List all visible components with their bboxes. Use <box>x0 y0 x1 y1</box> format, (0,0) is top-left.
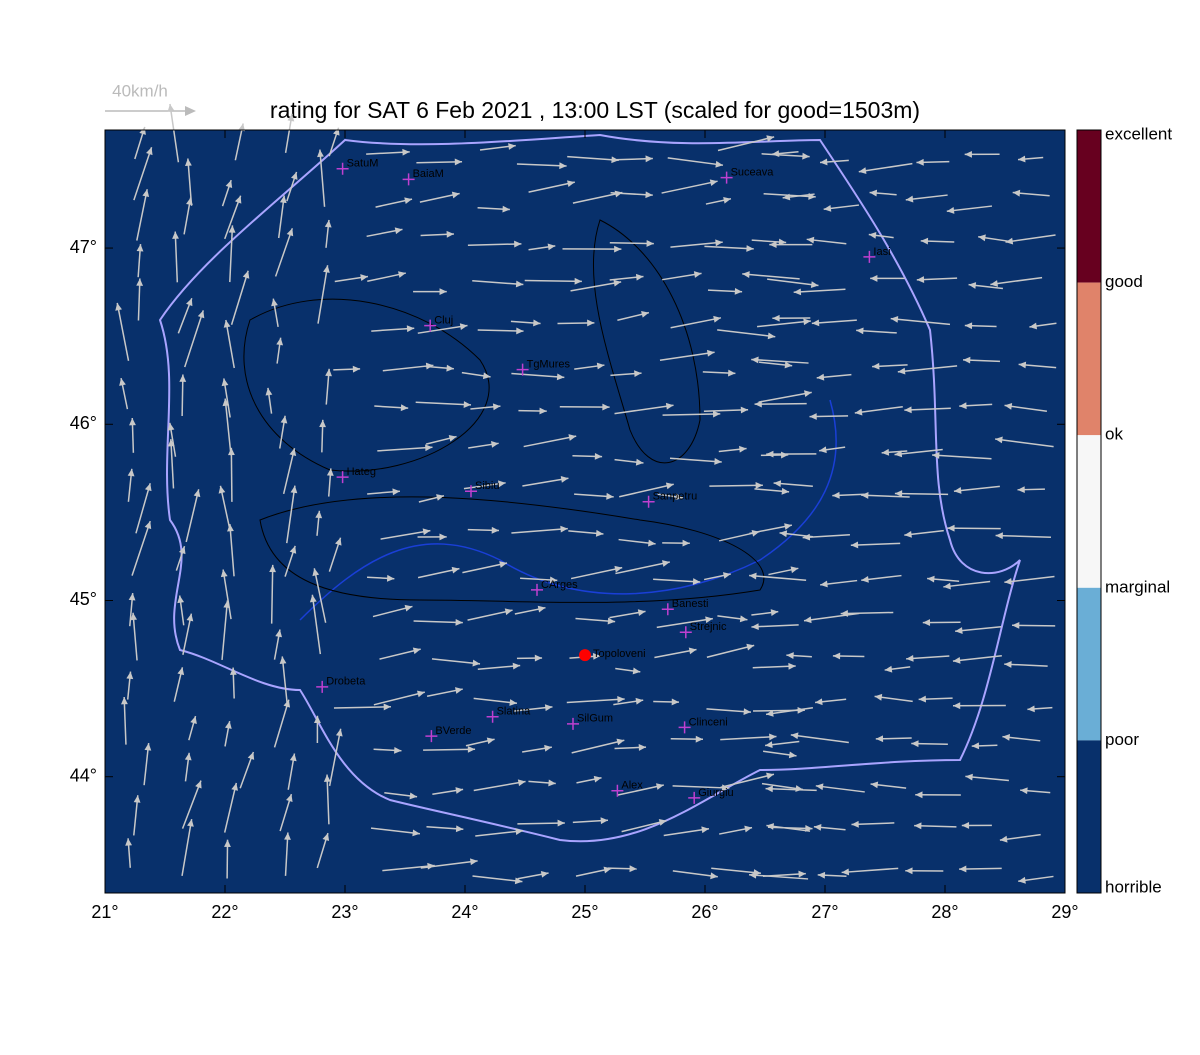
colorbar-segment <box>1077 130 1101 283</box>
wind-arrow <box>895 493 948 494</box>
city-label: Strejnic <box>690 621 727 633</box>
city-label: Clinceni <box>689 716 728 728</box>
wind-arrow <box>423 749 475 750</box>
site-marker <box>579 649 591 661</box>
colorbar-segment <box>1077 283 1101 436</box>
colorbar-segment <box>1077 740 1101 893</box>
colorbar-label: good <box>1105 272 1143 291</box>
city-label: Hateg <box>347 466 376 478</box>
city-label: SatuM <box>347 158 379 170</box>
x-tick-label: 21° <box>91 902 118 922</box>
city-label: Banesti <box>672 598 709 610</box>
city-label: Alex <box>621 780 643 792</box>
map-title: rating for SAT 6 Feb 2021 , 13:00 LST (s… <box>270 97 920 123</box>
city-label: BaiaM <box>413 168 444 180</box>
y-tick-label: 47° <box>70 237 97 257</box>
y-tick-label: 46° <box>70 413 97 433</box>
x-tick-label: 29° <box>1051 902 1078 922</box>
colorbar-label: poor <box>1105 730 1139 749</box>
colorbar: excellent good ok marginal poor horrible <box>1077 124 1172 896</box>
city-label: Cluj <box>434 315 453 327</box>
city-label: Suceava <box>731 166 775 178</box>
x-tick-label: 27° <box>811 902 838 922</box>
wind-arrow <box>525 280 582 281</box>
city-label: Sibiu <box>475 480 499 492</box>
wind-scale-arrowhead <box>185 106 196 116</box>
wind-arrow <box>231 448 232 502</box>
colorbar-label: marginal <box>1105 577 1170 596</box>
wind-arrow <box>755 404 807 405</box>
colorbar-label: ok <box>1105 425 1123 444</box>
x-tick-label: 26° <box>691 902 718 922</box>
city-label: Giurgiu <box>698 787 733 799</box>
site-label: Topoloveni <box>593 648 646 660</box>
city-label: Drobeta <box>326 676 366 688</box>
x-tick-label: 25° <box>571 902 598 922</box>
y-tick-label: 45° <box>70 589 97 609</box>
x-tick-label: 24° <box>451 902 478 922</box>
colorbar-label: horrible <box>1105 877 1162 896</box>
wind-arrow <box>272 565 273 624</box>
colorbar-segment <box>1077 435 1101 588</box>
city-label: CArges <box>541 579 578 591</box>
city-label: Iasi <box>873 246 890 258</box>
city-label: Slatina <box>497 706 532 718</box>
y-tick-label: 44° <box>70 765 97 785</box>
city-label: Sanpetru <box>653 491 698 503</box>
city-label: TgMures <box>527 359 571 371</box>
wind-arrowhead <box>168 104 175 112</box>
x-tick-label: 28° <box>931 902 958 922</box>
wind-arrow <box>709 485 762 486</box>
city-label: SilGum <box>577 713 613 725</box>
city-label: BVerde <box>435 725 471 737</box>
x-tick-label: 22° <box>211 902 238 922</box>
x-tick-label: 23° <box>331 902 358 922</box>
colorbar-label: excellent <box>1105 124 1172 143</box>
colorbar-segment <box>1077 588 1101 741</box>
wind-scale-label: 40km/h <box>112 81 168 100</box>
